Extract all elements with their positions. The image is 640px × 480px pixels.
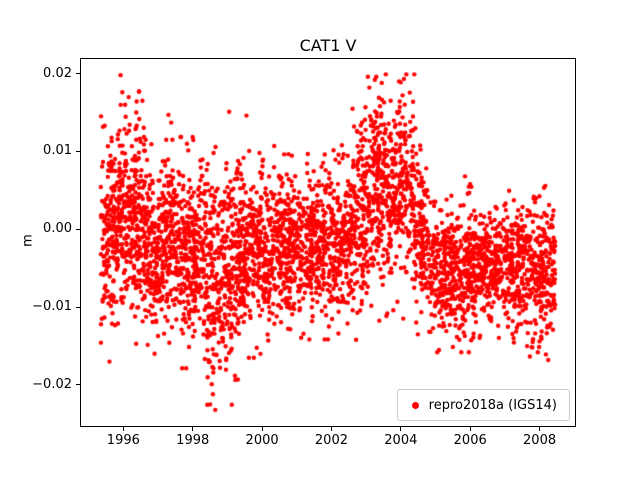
x-tick-mark [469, 427, 471, 431]
y-tick-mark [76, 228, 80, 230]
x-tick-mark [539, 427, 541, 431]
y-tick-label: 0.00 [43, 221, 72, 237]
chart-title: CAT1 V [299, 36, 357, 55]
x-tick-label: 2000 [245, 433, 279, 448]
x-tick-mark [400, 427, 402, 431]
y-tick-label: −0.01 [32, 299, 72, 315]
legend-entry-label: repro2018a (IGS14) [428, 397, 557, 413]
y-tick-label: −0.02 [32, 376, 72, 392]
x-tick-label: 1998 [176, 433, 210, 448]
x-tick-label: 1996 [106, 433, 140, 448]
y-tick-mark [76, 384, 80, 386]
legend: repro2018a (IGS14) [396, 389, 570, 421]
x-tick-label: 2008 [523, 433, 557, 448]
x-tick-label: 2004 [384, 433, 418, 448]
x-tick-mark [330, 427, 332, 431]
y-tick-mark [76, 150, 80, 152]
x-tick-label: 2002 [314, 433, 348, 448]
x-tick-mark [261, 427, 263, 431]
y-tick-label: 0.02 [43, 65, 72, 81]
y-tick-mark [76, 306, 80, 308]
y-tick-mark [76, 73, 80, 75]
legend-marker-dot-icon [411, 401, 419, 409]
x-tick-label: 2006 [453, 433, 487, 448]
scatter-points-canvas [80, 58, 576, 427]
x-tick-mark [192, 427, 194, 431]
y-tick-label: 0.01 [43, 143, 72, 159]
x-tick-mark [122, 427, 124, 431]
